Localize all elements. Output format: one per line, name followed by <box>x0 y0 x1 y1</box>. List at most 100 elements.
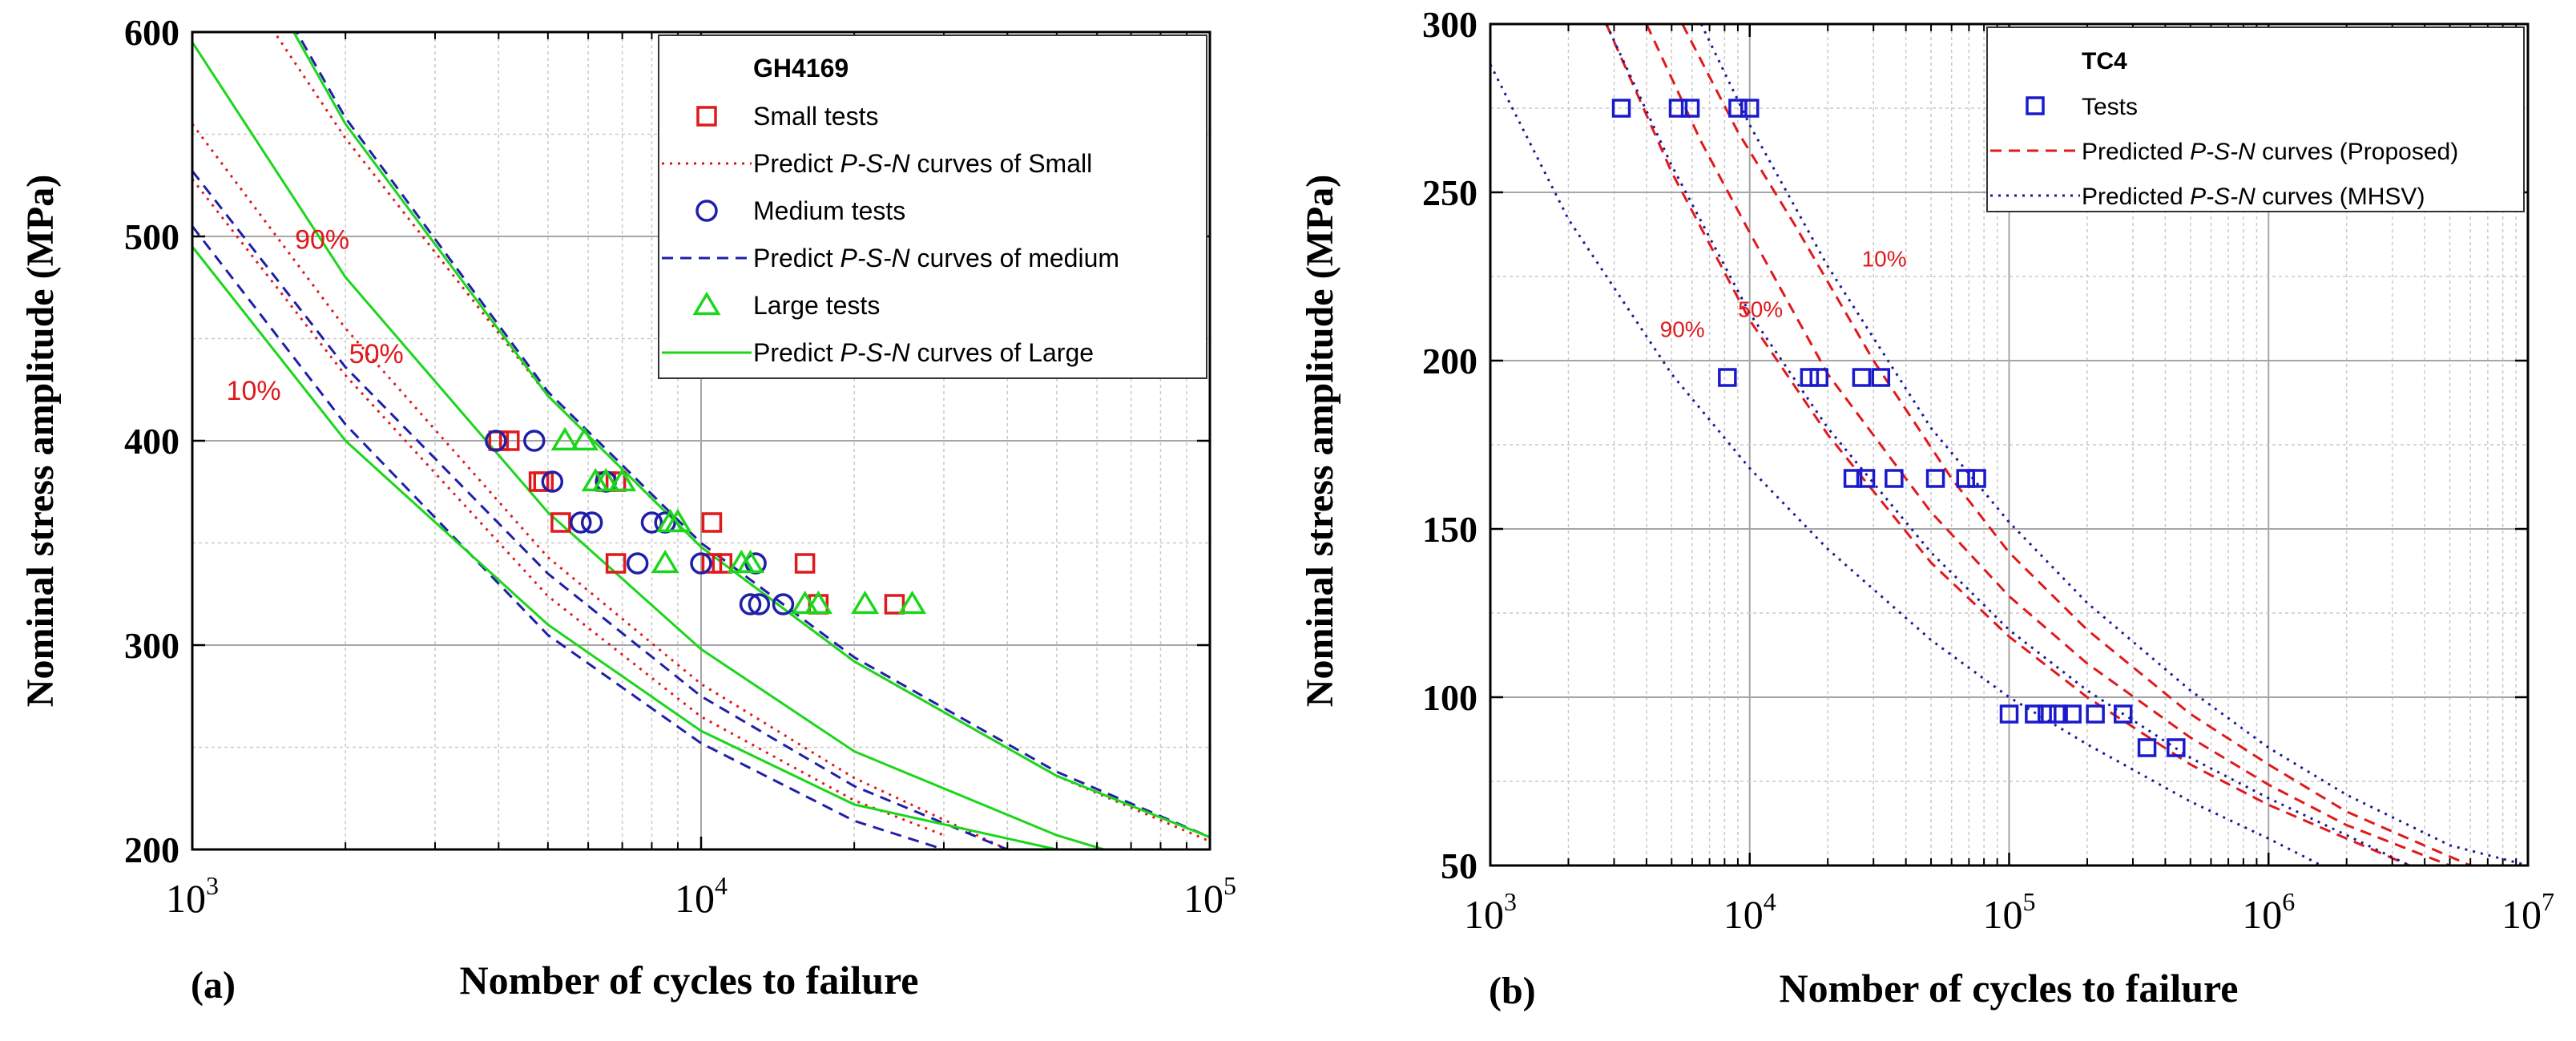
y-tick-label: 600 <box>124 12 179 53</box>
percentile-annotation: 90% <box>295 224 349 255</box>
x-tick-label-exponent: 5 <box>2023 887 2036 916</box>
data-point <box>701 553 723 574</box>
data-point <box>533 471 554 492</box>
curve-line <box>192 225 945 849</box>
legend-label-part: Small tests <box>753 102 878 131</box>
legend-title: TC4 <box>2082 48 2127 75</box>
x-tick-label-exponent: 5 <box>1223 871 1236 900</box>
curve-line <box>1645 24 2451 865</box>
legend-label-part: Large tests <box>753 291 880 320</box>
data-point <box>591 467 620 492</box>
legend-label-part: P-S-N <box>840 244 910 272</box>
x-tick-label: 103 <box>1464 887 1517 937</box>
data-point <box>1800 368 1820 387</box>
legend-label-part: curves of medium <box>910 244 1119 272</box>
data-point <box>739 593 762 615</box>
legend-marker <box>2026 96 2045 115</box>
data-point <box>897 590 927 615</box>
legend-label: Predicted P-S-N curves (MHSV) <box>2082 184 2425 210</box>
legend-label: Tests <box>2082 94 2138 120</box>
data-point <box>2086 704 2105 724</box>
data-point <box>794 553 816 574</box>
data-point <box>1611 99 1631 118</box>
data-point <box>701 512 723 533</box>
data-point <box>651 549 679 574</box>
curve-line <box>1681 24 2471 865</box>
data-point <box>851 590 880 615</box>
data-point <box>804 590 832 615</box>
y-tick-label: 100 <box>1422 677 1477 718</box>
chart-panel-b: 10%50%90% 103 104 105 106 107501001502002503… <box>1299 4 2554 1012</box>
data-point <box>2137 738 2157 757</box>
x-tick-label-base: 10 <box>1723 892 1764 937</box>
data-point <box>2049 704 2068 724</box>
data-point <box>736 549 765 574</box>
legend-box <box>1986 26 2525 212</box>
data-point <box>550 512 571 533</box>
y-tick-label: 200 <box>1422 341 1477 381</box>
data-point <box>663 508 692 533</box>
legend-box <box>658 34 1207 379</box>
legend-label-part: Medium tests <box>753 196 905 225</box>
y-tick-label: 200 <box>124 829 179 870</box>
legend-label-part: Tests <box>2082 94 2138 120</box>
legend-label-part: curves of Large <box>910 338 1094 367</box>
data-point <box>2038 704 2057 724</box>
data-point <box>1809 368 1828 387</box>
legend: GH4169 Small tests Predict P-S-N curves of… <box>658 34 1207 379</box>
data-point <box>541 470 564 493</box>
x-tick-label: 103 <box>166 871 219 921</box>
data-point <box>640 511 663 534</box>
legend: TC4 Tests Predicted P-S-N curves (Proposed… <box>1986 26 2525 212</box>
legend-label: Small tests <box>753 102 878 131</box>
data-point <box>1871 368 1891 387</box>
data-point <box>485 430 507 452</box>
x-tick-label: 107 <box>2501 887 2554 937</box>
x-tick-label-exponent: 4 <box>715 871 728 900</box>
data-point <box>2167 738 2186 757</box>
percentile-annotation: 10% <box>227 376 281 406</box>
point-layer <box>485 426 927 615</box>
data-point <box>1843 469 1863 488</box>
x-tick-label: 104 <box>1723 887 1776 937</box>
curve-line <box>192 41 1108 849</box>
legend-title: GH4169 <box>753 54 849 83</box>
data-point <box>1925 469 1945 488</box>
data-point <box>499 430 520 451</box>
point-layer <box>1611 99 2186 757</box>
x-tick-label-exponent: 4 <box>1764 887 1776 916</box>
percentile-annotation: 50% <box>349 339 404 369</box>
legend-label-part: Predicted <box>2082 139 2190 165</box>
data-point <box>550 426 579 451</box>
x-tick-label-exponent: 3 <box>1504 887 1517 916</box>
curve-line <box>292 32 1210 839</box>
y-tick-label: 400 <box>124 421 179 462</box>
x-tick-label: 105 <box>1983 887 2036 937</box>
data-point <box>570 426 599 451</box>
data-point <box>1956 469 1976 488</box>
data-point <box>1852 368 1872 387</box>
legend-label: Predicted P-S-N curves (Proposed) <box>2082 139 2458 165</box>
data-point <box>570 511 592 534</box>
percentile-annotation: 10% <box>1862 246 1907 271</box>
curve-line <box>1605 24 2410 865</box>
data-point <box>1718 368 1737 387</box>
curve-line <box>1490 63 2322 865</box>
data-point <box>2025 704 2044 724</box>
data-point <box>1856 469 1876 488</box>
x-tick-label-base: 10 <box>2242 892 2282 937</box>
legend-label-part: Predict <box>753 244 840 272</box>
annotation-layer: 90% 50% 10% <box>227 224 404 406</box>
data-point <box>772 593 795 615</box>
x-tick-label-base: 10 <box>166 876 206 921</box>
panel-label: (b) <box>1489 970 1536 1012</box>
data-point <box>1999 704 2019 724</box>
data-point <box>1668 99 1688 118</box>
legend-label: Medium tests <box>753 196 905 225</box>
legend-label-part: curves of Small <box>910 149 1093 178</box>
data-point <box>1728 99 1748 118</box>
data-point <box>2062 704 2082 724</box>
data-point <box>580 511 603 534</box>
